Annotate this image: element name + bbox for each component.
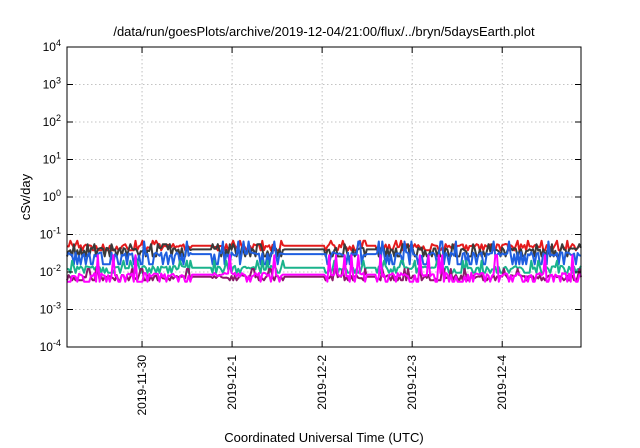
x-tick-label: 2019-11-30 xyxy=(135,355,149,416)
y-tick-exponent: 1 xyxy=(56,151,61,161)
y-tick-base: 10 xyxy=(43,40,57,54)
x-axis-label: Coordinated Universal Time (UTC) xyxy=(224,430,423,445)
y-axis-label: cSv/day xyxy=(18,173,33,220)
chart-title: /data/run/goesPlots/archive/2019-12-04/2… xyxy=(113,24,535,39)
y-tick-base: 10 xyxy=(40,303,54,317)
y-tick-label: 101 xyxy=(43,151,61,167)
y-tick-label: 10-3 xyxy=(40,301,61,317)
y-tick-exponent: 4 xyxy=(56,38,61,48)
x-tick-label: 2019-12-3 xyxy=(405,355,419,410)
grid xyxy=(67,47,581,347)
y-tick-label: 10-1 xyxy=(40,226,61,242)
y-tick-base: 10 xyxy=(43,78,57,92)
y-tick-exponent: -1 xyxy=(53,226,61,236)
x-tick-label: 2019-12-4 xyxy=(495,355,509,410)
x-tick-labels: 2019-11-30 2019-12-1 2019-12-2 2019-12-3 201… xyxy=(135,355,509,416)
series-line-6 xyxy=(67,254,582,283)
x-tick-label: 2019-12-1 xyxy=(225,355,239,410)
ticks xyxy=(67,46,581,348)
series-layer xyxy=(66,239,582,283)
y-tick-base: 10 xyxy=(40,228,54,242)
y-tick-exponent: 3 xyxy=(56,76,61,86)
y-tick-label: 10-2 xyxy=(40,263,61,279)
y-tick-label: 104 xyxy=(43,38,61,54)
y-tick-label: 10-4 xyxy=(40,338,61,354)
y-tick-base: 10 xyxy=(40,265,54,279)
y-tick-exponent: 0 xyxy=(56,188,61,198)
y-tick-label: 102 xyxy=(43,113,61,129)
series-line-4 xyxy=(66,259,582,274)
y-tick-exponent: 2 xyxy=(56,113,61,123)
series-line-5 xyxy=(66,268,582,282)
y-tick-base: 10 xyxy=(43,190,57,204)
y-tick-exponent: -3 xyxy=(53,301,61,311)
x-tick-label: 2019-12-2 xyxy=(315,355,329,410)
y-tick-exponent: -2 xyxy=(53,263,61,273)
y-tick-exponent: -4 xyxy=(53,338,61,348)
y-tick-base: 10 xyxy=(40,340,54,354)
y-tick-label: 100 xyxy=(43,188,61,204)
y-tick-label: 103 xyxy=(43,76,61,92)
y-tick-base: 10 xyxy=(43,153,57,167)
y-tick-base: 10 xyxy=(43,115,57,129)
